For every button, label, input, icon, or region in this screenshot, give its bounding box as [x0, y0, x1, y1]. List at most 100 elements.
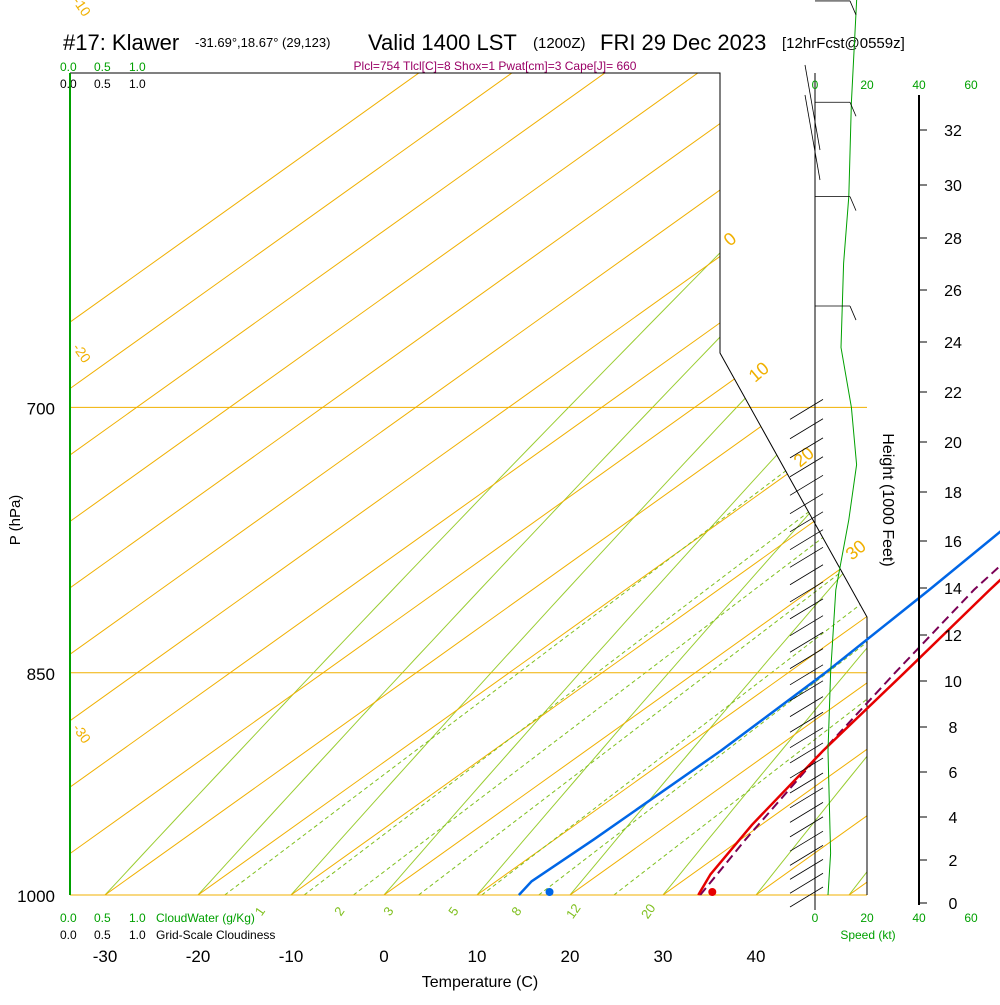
- top-cloudwater-scale: 0.0 0.5 1.0: [60, 60, 146, 74]
- height-tick-label: 16: [944, 534, 962, 551]
- station-title: #17: Klawer: [63, 30, 179, 55]
- top-green-tick: 0.5: [94, 60, 111, 74]
- speed-tick-top: 20: [860, 78, 874, 92]
- temperature-tick-label: 40: [747, 947, 766, 966]
- wind-barb-staff: [790, 616, 823, 636]
- wind-barb: [790, 802, 823, 822]
- mixing-ratio-label: 20: [638, 901, 659, 921]
- bottom-green-label: CloudWater (g/Kg): [156, 911, 255, 925]
- dry-adiabat: [138, 0, 1000, 962]
- wind-barb: [790, 712, 823, 732]
- temperature-tick-label: -30: [93, 947, 118, 966]
- wind-barb: [790, 616, 823, 636]
- top-black-tick: 0.5: [94, 77, 111, 91]
- mixing-ratio-label: 2: [331, 904, 347, 919]
- wind-barb-staff: [790, 632, 823, 652]
- wind-barb: [790, 681, 823, 701]
- wind-barb-staff: [790, 728, 823, 748]
- forecast-tag: [12hrFcst@0559z]: [782, 35, 905, 52]
- bottom-black-tick: 1.0: [129, 928, 146, 942]
- wind-barb-staff: [790, 649, 823, 669]
- wind-barb-staff: [790, 530, 823, 550]
- speed-tick-bottom: 0: [812, 911, 819, 925]
- dry-adiabat: [798, 0, 1000, 962]
- wind-barb: [815, 102, 856, 116]
- mixing-ratio-line: [419, 0, 1000, 895]
- valid-time: Valid 1400 LST: [368, 30, 517, 55]
- speed-tick-bottom: 20: [860, 911, 874, 925]
- valid-date: FRI 29 Dec 2023: [600, 30, 766, 55]
- mixing-ratio-label: 12: [563, 901, 584, 921]
- dry-adiabats: [43, 0, 1000, 962]
- mixing-ratio-label: 5: [445, 904, 461, 919]
- surface-temperature-dot: [708, 888, 716, 896]
- speed-tick-top: 0: [812, 78, 819, 92]
- bottom-black-tick: 0.5: [94, 928, 111, 942]
- mixing-ratio-line: [353, 0, 1000, 895]
- x-axis-label: Temperature (C): [422, 974, 538, 991]
- bottom-black-tick: 0.0: [60, 928, 77, 942]
- top-green-tick: 0.0: [60, 60, 77, 74]
- wind-barb: [790, 788, 823, 808]
- temperature-tick-label: -20: [186, 947, 211, 966]
- mixing-ratio-line: [482, 0, 1000, 895]
- wind-barb: [790, 728, 823, 748]
- stability-stats: Plcl=754 Tlcl[C]=8 Shox=1 Pwat[cm]=3 Cap…: [354, 59, 637, 73]
- wind-barb: [790, 399, 823, 419]
- wind-barb: [790, 743, 823, 763]
- plot-outline: [70, 73, 867, 895]
- isotherm-label: 20: [790, 443, 818, 471]
- wind-barb-staff: [790, 494, 823, 514]
- wind-barb-staff: [790, 565, 823, 585]
- height-tick-label: 30: [944, 178, 962, 195]
- wind-barb: [790, 494, 823, 514]
- height-tick-label: 22: [944, 385, 962, 402]
- height-tick-label: 10: [944, 674, 962, 691]
- height-tick-label: 6: [949, 765, 958, 782]
- top-black-tick: 1.0: [129, 77, 146, 91]
- utc-time: (1200Z): [533, 35, 586, 52]
- temperature-tick-label: -10: [279, 947, 304, 966]
- height-tick-label: 18: [944, 485, 962, 502]
- height-tick-label: 14: [944, 581, 962, 598]
- wind-barb: [790, 565, 823, 585]
- dry-adiabat: [326, 0, 1000, 962]
- top-green-tick: 1.0: [129, 60, 146, 74]
- height-tick-label: 12: [944, 628, 962, 645]
- wind-barb: [790, 530, 823, 550]
- top-cloudiness-scale: 0.0 0.5 1.0: [60, 77, 146, 91]
- height-tick-label: 4: [949, 810, 958, 827]
- isobars: [70, 0, 867, 895]
- wind-barb: [790, 758, 823, 778]
- wind-barb-flag: [850, 197, 856, 211]
- dry-adiabat: [421, 0, 1000, 962]
- wind-barb: [815, 1, 856, 15]
- isotherm-label: -30: [70, 721, 95, 747]
- height-tick-label: 28: [944, 231, 962, 248]
- wind-barb: [815, 306, 856, 320]
- mixing-ratio-label: 8: [508, 904, 524, 919]
- wind-barb-staff: [790, 419, 823, 439]
- isotherm-label: 10: [745, 358, 773, 386]
- isotherm-label: 30: [842, 536, 870, 564]
- dry-adiabat: [986, 0, 1000, 962]
- isotherm-label: -10: [70, 0, 95, 19]
- pressure-tick-label: 1000: [17, 887, 55, 906]
- height-tick-label: 32: [944, 123, 962, 140]
- station-coords: -31.69°,18.67° (29,123): [195, 35, 330, 50]
- height-tick-label: 24: [944, 335, 962, 352]
- mixing-ratio-label: 3: [380, 904, 396, 919]
- wind-barb: [815, 197, 856, 211]
- wind-barb: [790, 632, 823, 652]
- speed-tick-top: 60: [964, 78, 978, 92]
- dry-adiabat: [43, 0, 1000, 962]
- dry-adiabat: [892, 0, 1000, 962]
- dewpoint-profile: [519, 0, 1000, 895]
- wind-barb-staff: [790, 758, 823, 778]
- isotherm: [105, 0, 1000, 962]
- wind-barb: [790, 649, 823, 669]
- pressure-tick-label: 850: [27, 665, 55, 684]
